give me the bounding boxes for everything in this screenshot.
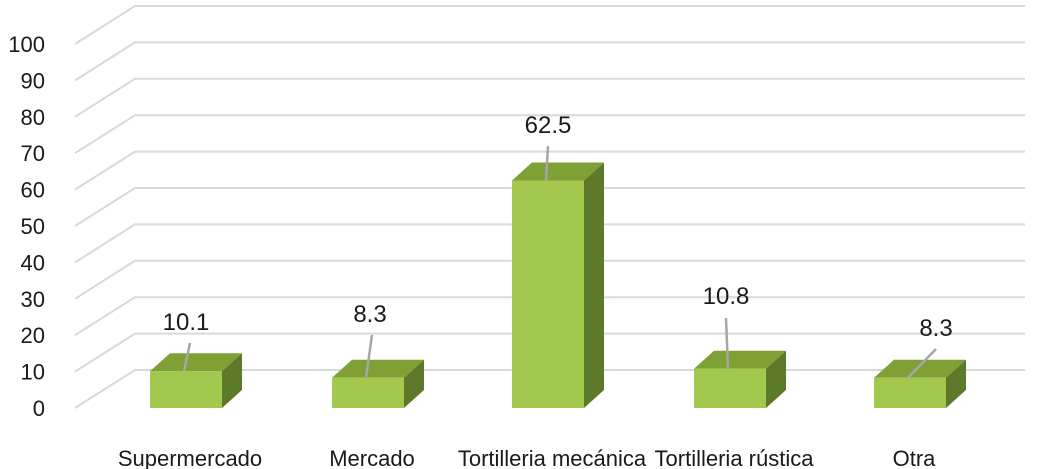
x-axis-categories: Supermercado Mercado Tortilleria mecánica T… [118,446,936,469]
y-tick-label: 30 [21,287,45,312]
leader-line [182,342,192,372]
category-label: Tortilleria mecánica [458,446,647,469]
y-tick-label: 40 [21,250,45,275]
y-tick-label: 60 [21,178,45,203]
leader-line [724,317,730,369]
y-tick-label: 90 [21,68,45,93]
bar [874,359,966,408]
y-tick-label: 70 [21,141,45,166]
y-tick-label: 50 [21,214,45,239]
gridline [74,332,1025,373]
data-label: 10.1 [163,309,210,336]
leader-line [544,145,550,181]
bar [150,353,242,408]
gridline [74,187,1025,227]
leader-line [907,348,937,379]
y-tick-label: 100 [8,32,45,57]
gridline [74,77,1025,118]
gridlines [74,5,1025,409]
bar [512,162,604,408]
category-label: Mercado [329,446,415,469]
gridline [74,5,1025,45]
y-tick-label: 0 [33,396,45,421]
bar [694,350,786,408]
gridline [74,150,1025,191]
y-axis-ticks: 0 10 20 30 40 50 60 70 80 90 100 [8,32,45,421]
data-label: 62.5 [525,112,572,139]
gridline [74,259,1025,300]
category-label: Tortilleria rústica [655,446,815,469]
gridline [74,223,1025,264]
bar [332,359,424,408]
y-tick-label: 10 [21,360,45,385]
gridline [74,296,1025,337]
gridline [74,41,1025,82]
data-label: 10.8 [703,283,750,310]
leader-line [364,334,374,378]
data-label: 8.3 [919,315,952,342]
data-label: 8.3 [353,301,386,328]
category-label: Otra [893,446,937,469]
category-label: Supermercado [118,446,262,469]
y-tick-label: 80 [21,105,45,130]
data-labels: 10.1 8.3 62.5 10.8 8.3 [163,112,953,342]
gridline [74,114,1025,155]
bars [150,162,966,408]
leader-lines [182,145,937,379]
y-tick-label: 20 [21,323,45,348]
